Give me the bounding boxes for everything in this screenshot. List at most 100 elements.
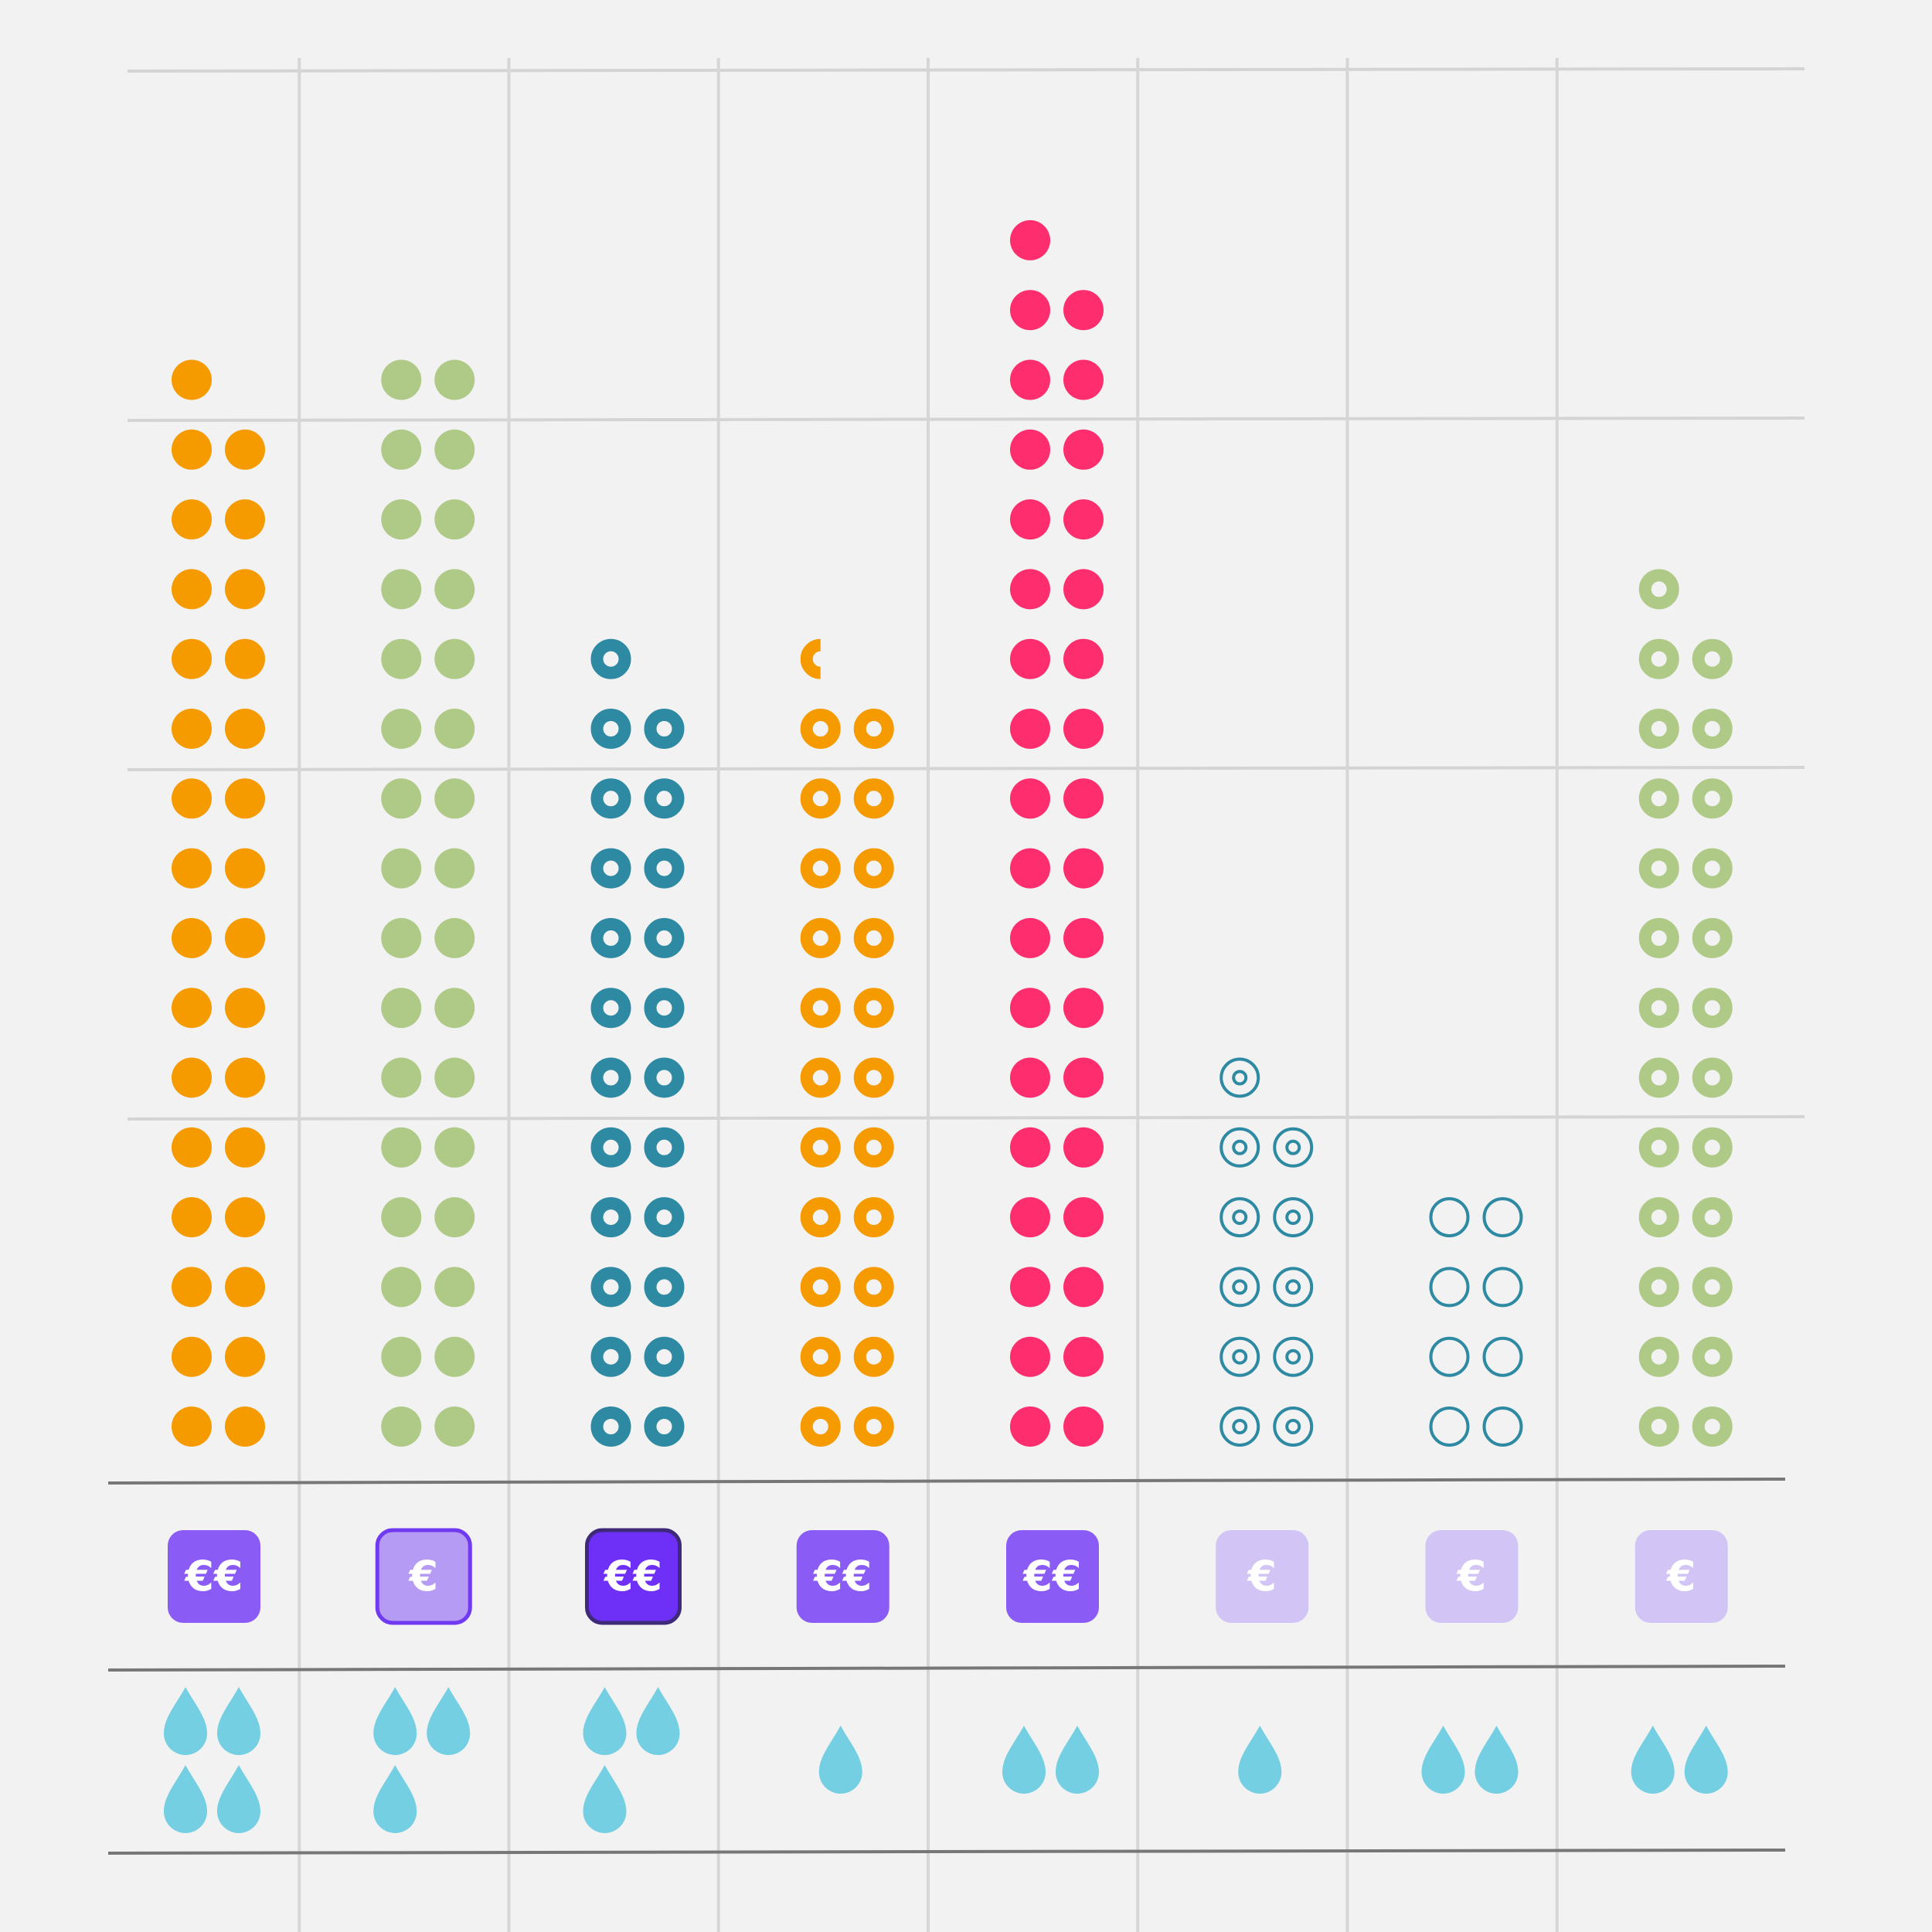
dot	[800, 1197, 841, 1238]
dot	[644, 778, 685, 819]
gridline-y-30	[127, 417, 1805, 422]
water-drop-icon	[636, 1687, 680, 1755]
dot	[381, 359, 422, 400]
dot	[1273, 1197, 1314, 1238]
dot	[853, 1406, 894, 1447]
dot	[381, 1336, 422, 1377]
dot	[590, 778, 631, 819]
dot	[381, 569, 422, 610]
dot	[1638, 569, 1679, 610]
price-icon-label: €	[1665, 1552, 1696, 1600]
dot	[1219, 1197, 1260, 1238]
dot	[800, 1267, 841, 1308]
water-drop-icon	[1631, 1726, 1675, 1794]
water-drop-icon	[427, 1687, 471, 1755]
dot	[1063, 778, 1104, 819]
row-divider	[107, 1849, 1786, 1855]
dot-column	[800, 638, 894, 1447]
dot	[853, 848, 894, 889]
price-icon-label: €€	[1022, 1552, 1081, 1600]
dot	[381, 1057, 422, 1098]
dot	[172, 1127, 212, 1168]
price-icon: €	[1425, 1530, 1519, 1623]
dot	[1429, 1267, 1470, 1308]
dot	[172, 917, 212, 958]
dot	[172, 1197, 212, 1238]
dot	[1219, 1057, 1260, 1098]
dot	[1692, 709, 1733, 749]
dot-center	[1285, 1209, 1301, 1226]
dot	[381, 429, 422, 470]
dot	[1063, 1197, 1104, 1238]
dot	[590, 1057, 631, 1098]
dot	[1219, 1336, 1260, 1377]
dot	[853, 917, 894, 958]
dot	[1638, 778, 1679, 819]
price-icon-label: €€	[603, 1552, 662, 1600]
dot	[1273, 1267, 1314, 1308]
dot-center	[1232, 1419, 1248, 1434]
water-drop-icon	[217, 1687, 260, 1755]
water-drop-icon	[1684, 1726, 1728, 1794]
dot	[853, 1127, 894, 1168]
dot	[1638, 848, 1679, 889]
dot	[434, 1267, 475, 1308]
dot	[644, 848, 685, 889]
dot	[1063, 359, 1104, 400]
water-drop-icon	[1475, 1726, 1519, 1794]
dot	[590, 1336, 631, 1377]
dot	[381, 638, 422, 679]
dot	[434, 1406, 475, 1447]
price-row: €€ € €€ €€ €€ € € €	[168, 1528, 1728, 1625]
dot-center	[1285, 1139, 1301, 1155]
dot	[1429, 1406, 1470, 1447]
dot	[225, 638, 265, 679]
dot	[434, 1197, 475, 1238]
dot	[381, 499, 422, 540]
dot	[1638, 1267, 1679, 1308]
price-icon-box	[1634, 1530, 1728, 1623]
water-drop-cell	[164, 1687, 260, 1833]
dot	[590, 638, 631, 679]
dot	[172, 638, 212, 679]
price-icon: €	[1634, 1530, 1728, 1623]
water-drop-icon	[1002, 1726, 1046, 1794]
water-drop-cell	[1002, 1726, 1099, 1794]
dot	[1219, 1267, 1260, 1308]
dot-column	[1638, 569, 1733, 1447]
dot	[1010, 569, 1050, 610]
dot	[434, 917, 475, 958]
water-drop-cell	[1631, 1726, 1728, 1794]
dot-column	[590, 638, 685, 1447]
dot	[172, 1336, 212, 1377]
dot	[644, 1127, 685, 1168]
dot	[225, 1127, 265, 1168]
price-icon-box	[375, 1528, 472, 1625]
dot	[1482, 1336, 1523, 1377]
price-icon-box	[1216, 1530, 1309, 1623]
dot	[172, 848, 212, 889]
dot	[434, 848, 475, 889]
dot	[1063, 848, 1104, 889]
dot	[381, 709, 422, 749]
dot	[1692, 1057, 1733, 1098]
dot-center	[1232, 1139, 1248, 1155]
dot	[172, 988, 212, 1029]
dot	[225, 709, 265, 749]
dot	[434, 1127, 475, 1168]
dot	[1063, 1406, 1104, 1447]
dot	[172, 499, 212, 540]
dot	[1692, 1336, 1733, 1377]
dot-column	[1010, 219, 1104, 1447]
dot	[1429, 1197, 1470, 1238]
water-drop-icon	[583, 1687, 627, 1755]
dot	[434, 1057, 475, 1098]
row-divider	[107, 1665, 1786, 1672]
dot	[1063, 1057, 1104, 1098]
dot	[1010, 429, 1050, 470]
dot	[1692, 778, 1733, 819]
dot	[1692, 1127, 1733, 1168]
dot	[1063, 709, 1104, 749]
water-drop-icon	[373, 1765, 417, 1833]
